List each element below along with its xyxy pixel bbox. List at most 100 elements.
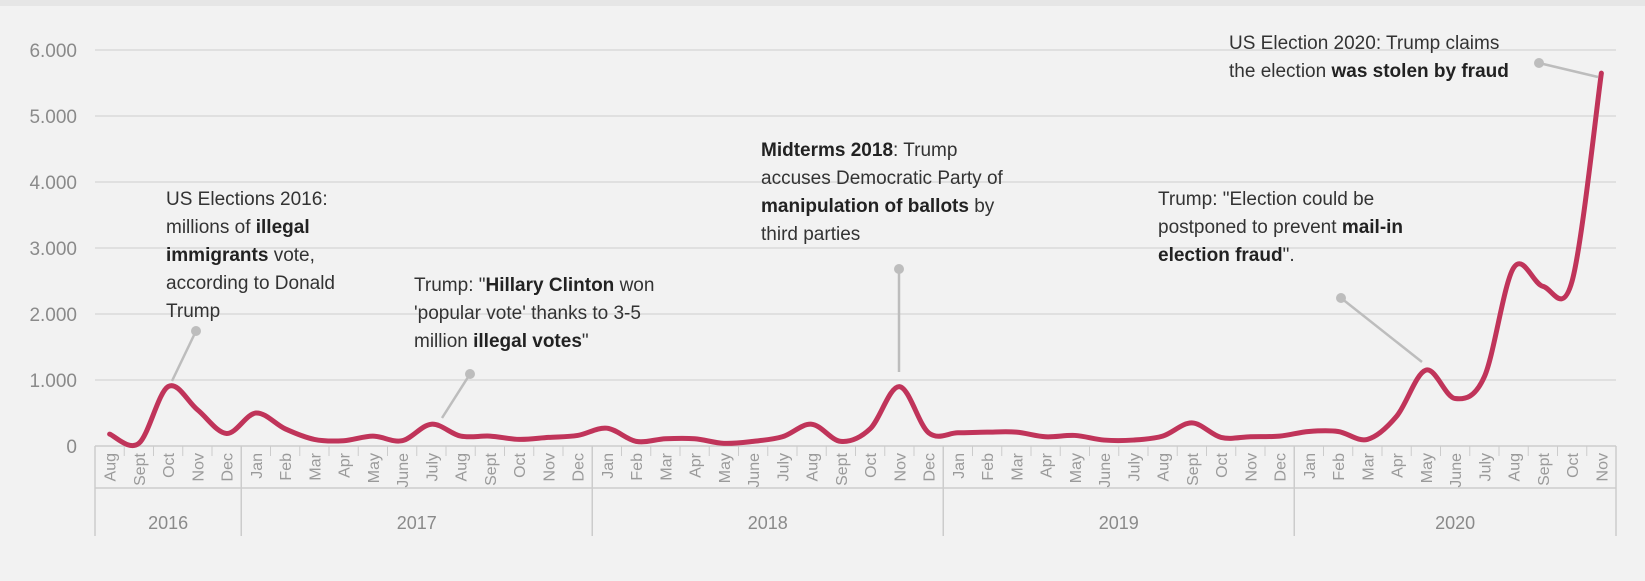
x-tick-label: Feb: [629, 453, 646, 481]
year-label: 2020: [1435, 513, 1475, 533]
annotation-text: accuses Democratic Party of: [761, 168, 1003, 189]
x-tick-label: Jan: [951, 453, 968, 479]
y-tick-label: 3.000: [29, 239, 77, 260]
x-tick-label: Feb: [1331, 453, 1348, 481]
x-tick-label: Nov: [541, 453, 558, 481]
x-tick-label: Nov: [190, 453, 207, 481]
annotation-leader-line: [440, 373, 472, 419]
x-tick-label: Aug: [805, 453, 822, 481]
x-tick-label: Mar: [307, 452, 324, 480]
x-tick-label: June: [1097, 453, 1114, 488]
x-axis: Aug Sept Oct Nov Dec Jan Feb Mar Apr May June July A…: [94, 446, 1617, 536]
x-tick-label: Nov: [1243, 453, 1260, 481]
y-axis-ticks: 0 1.000 2.000 3.000 4.000 5.000 6.000: [29, 41, 77, 458]
annotation-text: Hillary Clinton: [485, 275, 615, 296]
x-tick-label: Sept: [132, 452, 149, 485]
annotation-us-election-2020: US Election 2020: Trump claims the electi…: [1229, 30, 1509, 86]
y-tick-label: 6.000: [29, 41, 77, 62]
annotation-text: Trump: ": [414, 275, 486, 296]
annotation-text: ": [581, 331, 589, 352]
top-strip: [0, 0, 1645, 6]
annotation-dot: [894, 264, 904, 274]
x-tick-label: Nov: [892, 453, 909, 481]
x-tick-label: Aug: [1156, 453, 1173, 481]
x-tick-label: Jan: [249, 453, 266, 479]
y-tick-label: 0: [66, 437, 77, 458]
y-tick-label: 4.000: [29, 173, 77, 194]
x-tick-label: Mar: [1009, 452, 1026, 480]
annotation-text: according to Donald: [166, 273, 335, 294]
annotation-text: mail-in: [1341, 217, 1404, 238]
annotation-leader-line: [170, 330, 198, 382]
x-tick-label: July: [424, 453, 441, 481]
annotation-text: by: [968, 196, 995, 217]
annotation-text: the election: [1229, 61, 1332, 82]
x-tick-label: Dec: [922, 453, 939, 481]
x-tick-label: Oct: [161, 452, 178, 477]
annotation-text: Trump: [166, 301, 221, 322]
x-tick-label: Aug: [1507, 453, 1524, 481]
annotation-text: Trump: "Election could be: [1158, 189, 1375, 210]
series-layer: [107, 70, 1604, 448]
annotation-election-postponed: Trump: "Election could be postponed to pr…: [1158, 186, 1403, 270]
y-tick-label: 5.000: [29, 107, 77, 128]
annotation-text: ".: [1282, 245, 1295, 266]
x-tick-label: Sept: [834, 452, 851, 485]
x-tick-label: July: [1477, 453, 1494, 481]
year-label: 2019: [1099, 513, 1139, 533]
x-tick-label: Oct: [1565, 452, 1582, 477]
annotation-leader-line: [1538, 61, 1599, 79]
x-tick-label: June: [1448, 453, 1465, 488]
x-tick-label: Nov: [1594, 453, 1611, 481]
x-tick-label: Apr: [337, 452, 354, 478]
annotation-text: illegal votes: [473, 331, 582, 352]
annotation-text: postponed to prevent: [1158, 217, 1342, 238]
x-tick-label: May: [366, 453, 383, 483]
annotation-text: third parties: [761, 224, 861, 245]
x-tick-label: May: [717, 453, 734, 483]
annotation-text: million: [414, 331, 474, 352]
annotation-text: immigrants: [166, 245, 269, 266]
annotation-dot: [1534, 58, 1544, 68]
annotation-text: manipulation of ballots: [761, 196, 969, 217]
x-tick-label: Mar: [1360, 452, 1377, 480]
annotation-text: : Trump: [893, 140, 958, 161]
x-tick-label: Aug: [103, 453, 120, 481]
x-tick-label: Feb: [278, 453, 295, 481]
annotation-leaders: [170, 58, 1599, 419]
annotation-dot: [191, 326, 201, 336]
annotation-midterms-2018: Midterms 2018: Trump accuses Democratic P…: [761, 137, 1003, 249]
annotation-dot: [1336, 293, 1346, 303]
x-tick-label: July: [1126, 453, 1143, 481]
annotation-text: US Election 2020: Trump claims: [1229, 33, 1500, 54]
year-label: 2016: [148, 513, 188, 533]
annotation-hillary-clinton: Trump: "Hillary Clinton won 'popular vote…: [414, 272, 654, 356]
annotation-text: Midterms 2018: [761, 140, 894, 161]
annotation-text: was stolen by fraud: [1331, 61, 1509, 82]
x-tick-label: Jan: [1302, 453, 1319, 479]
annotation-text: 'popular vote' thanks to 3-5: [414, 303, 641, 324]
x-tick-label: June: [395, 453, 412, 488]
annotation-text: vote,: [268, 245, 315, 266]
x-tick-label: June: [746, 453, 763, 488]
annotation-text: millions of: [166, 217, 256, 238]
y-tick-label: 2.000: [29, 305, 77, 326]
year-label: 2017: [397, 513, 437, 533]
annotation-text: election fraud: [1158, 245, 1283, 266]
x-tick-label: Feb: [980, 453, 997, 481]
x-tick-label: Sept: [1185, 452, 1202, 485]
x-tick-label: Apr: [688, 452, 705, 478]
annotation-dot: [465, 369, 475, 379]
annotation-text: illegal: [255, 217, 310, 238]
year-label: 2018: [748, 513, 788, 533]
x-tick-label: Sept: [1536, 452, 1553, 485]
x-tick-label: Oct: [1214, 452, 1231, 477]
x-tick-label: Dec: [571, 453, 588, 481]
x-tick-label: Sept: [483, 452, 500, 485]
y-tick-label: 1.000: [29, 371, 77, 392]
x-tick-label: May: [1419, 453, 1436, 483]
x-tick-label: July: [775, 453, 792, 481]
x-tick-label: Oct: [863, 452, 880, 477]
annotation-leader-line: [1340, 297, 1423, 363]
annotation-us-elections-2016: US Elections 2016: millions of illegal imm…: [166, 186, 335, 326]
